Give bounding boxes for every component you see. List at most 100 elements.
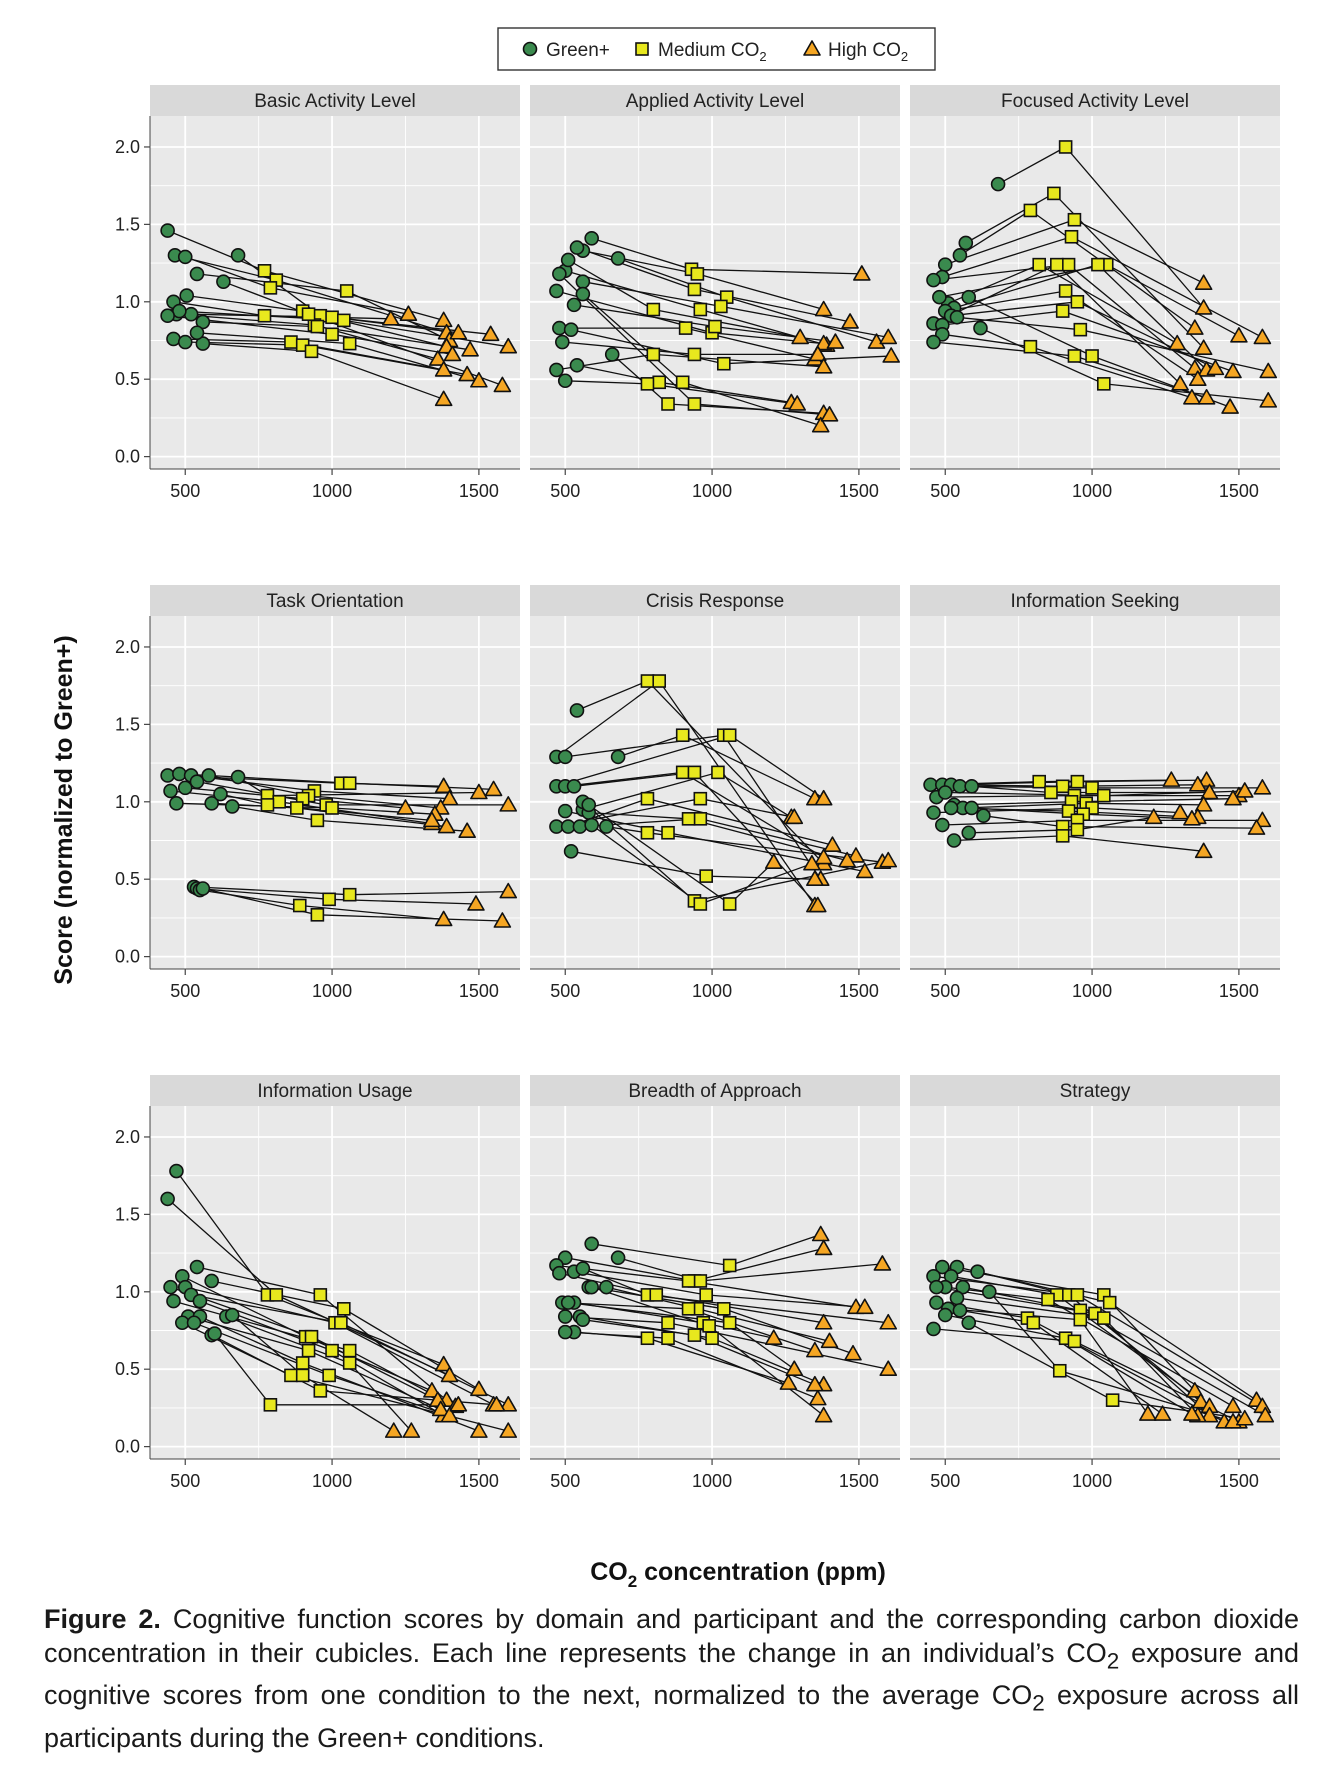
high-co2-point (423, 811, 441, 828)
high-co2-point (841, 313, 859, 329)
gridlines (530, 116, 900, 469)
green-plus-point (560, 1295, 576, 1310)
y-tick-label: 1.0 (115, 292, 140, 312)
x-axis-label-subscript: 2 (628, 1572, 637, 1591)
high-co2-point (434, 1355, 453, 1372)
medium-co2-point (1052, 1363, 1067, 1378)
high-co2-point (791, 328, 809, 345)
green-plus-point (599, 1279, 614, 1295)
green-plus-point (557, 1309, 573, 1324)
x-tick-label: 1500 (1219, 981, 1259, 1001)
medium-co2-point (257, 264, 272, 278)
medium-co2-point (687, 765, 702, 780)
x-axis-label-rest: concentration (ppm) (637, 1558, 886, 1586)
high-co2-point (470, 371, 488, 388)
medium-co2-point (1032, 257, 1047, 272)
medium-co2-point (640, 377, 655, 391)
high-co2-point (1194, 299, 1213, 315)
medium-co2-point (652, 674, 667, 688)
high-co2-point (1186, 319, 1204, 335)
high-co2-point (1253, 779, 1272, 795)
legend: Green+ Medium CO2 High CO2 (497, 27, 936, 71)
medium-co2-point (1085, 349, 1099, 363)
high-co2-point (1162, 771, 1181, 787)
high-co2-point (838, 851, 856, 868)
panel-breadth-of-approach: Breadth of Approach 500 1000 1500 (530, 1075, 900, 1491)
x-tick-label: 1000 (1072, 981, 1112, 1001)
medium-co2-point (269, 1288, 284, 1302)
medium-co2-point (310, 813, 325, 828)
panel-title: Information Seeking (1011, 591, 1180, 612)
medium-co2-point (1091, 257, 1105, 272)
medium-co2-point (693, 302, 708, 317)
medium-co2-point (714, 299, 728, 314)
green-plus-point (195, 336, 211, 351)
high-co2-point (449, 323, 468, 340)
green-plus-point (964, 800, 979, 816)
medium-co2-point (342, 887, 357, 902)
green-plus-point (189, 774, 205, 789)
green-plus-point (549, 362, 564, 378)
green-plus-point (932, 289, 947, 305)
green-plus-point (179, 288, 195, 303)
high-co2-point (814, 1239, 833, 1256)
green-plus-point (610, 251, 626, 266)
medium-co2-point (325, 1343, 339, 1358)
green-plus-point (973, 320, 988, 336)
green-plus-point (976, 808, 991, 824)
medium-co2-point (1097, 1311, 1111, 1325)
medium-co2-point (1073, 322, 1088, 337)
x-tick-label: 500 (170, 981, 200, 1001)
panel-title: Basic Activity Level (254, 91, 416, 112)
medium-co2-point (652, 375, 667, 390)
medium-co2-point (1073, 1312, 1088, 1327)
medium-co2-point (675, 375, 690, 390)
medium-co2-point (693, 897, 708, 911)
medium-co2-point (675, 728, 690, 743)
green-plus-point (935, 1259, 950, 1275)
panel-title: Applied Activity Level (626, 91, 805, 112)
gridlines (910, 1106, 1280, 1459)
x-axis: 500 1000 1500 (150, 968, 520, 1001)
legend-label: Green+ (546, 40, 610, 61)
green-plus-point (935, 817, 950, 833)
y-axis-label: Score (normalized to Green+) (50, 635, 78, 984)
green-plus-point (961, 825, 977, 841)
high-co2-point (811, 1225, 830, 1242)
high-co2-point (879, 851, 898, 868)
high-co2-point (788, 395, 807, 411)
panel-title: Task Orientation (266, 591, 403, 612)
medium-co2-point (640, 791, 655, 806)
medium-co2-point (1058, 284, 1073, 298)
high-co2-point (434, 361, 453, 377)
high-co2-point (1194, 842, 1213, 859)
high-co2-point (481, 325, 500, 342)
high-co2-point (1168, 334, 1187, 351)
green-plus-point (216, 274, 231, 289)
panel-strip (910, 85, 1280, 116)
medium-co2-point (687, 282, 702, 297)
green-plus-point (566, 779, 582, 794)
green-plus-point (186, 1315, 202, 1331)
green-plus-point (204, 796, 219, 811)
x-tick-label: 1000 (1072, 481, 1112, 501)
medium-co2-point (699, 869, 713, 883)
green-plus-point (230, 769, 246, 785)
green-plus-point (207, 1326, 222, 1341)
x-axis: 500 1000 1500 (150, 468, 520, 501)
medium-co2-point (649, 1288, 664, 1302)
y-tick-label: 1.5 (115, 714, 140, 734)
green-plus-point (177, 334, 193, 350)
panel-strategy: Strategy 500 1000 1500 (910, 1075, 1280, 1491)
medium-co2-point (342, 1356, 357, 1370)
medium-co2-point (1070, 774, 1085, 789)
medium-co2-point (661, 1331, 675, 1346)
green-plus-point (610, 749, 626, 765)
green-plus-point (566, 297, 582, 313)
x-tick-label: 1500 (1219, 481, 1259, 501)
high-co2-point (499, 1396, 518, 1412)
green-plus-point (177, 780, 193, 796)
high-co2-point (1224, 1397, 1242, 1414)
medium-co2-point (313, 1288, 328, 1302)
x-tick-label: 1500 (839, 981, 879, 1001)
